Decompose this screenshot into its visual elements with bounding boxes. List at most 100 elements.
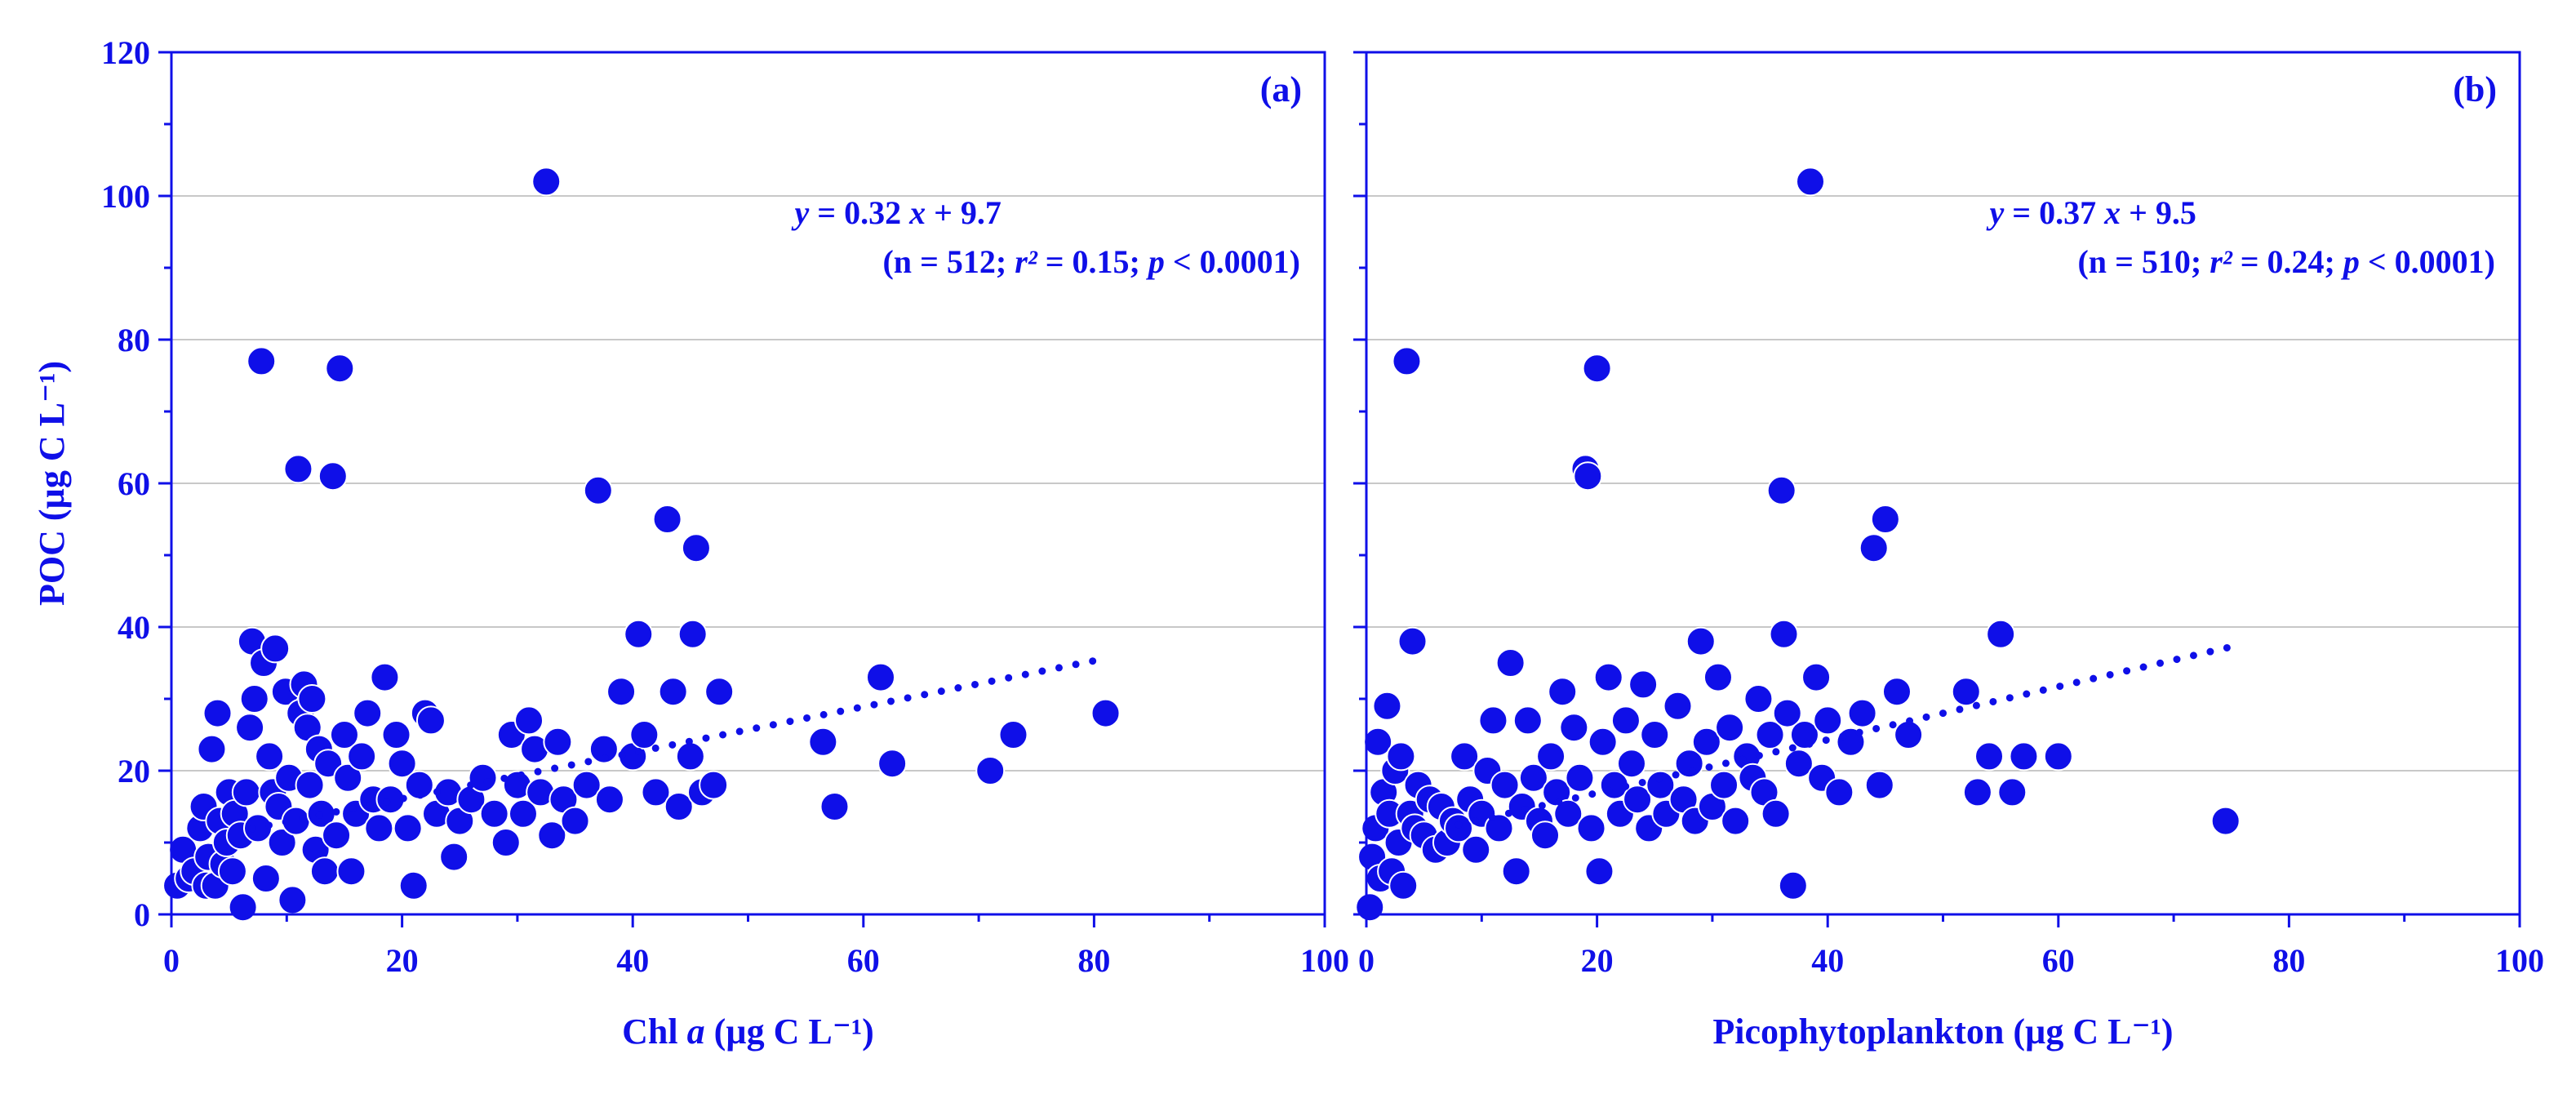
data-point — [370, 662, 400, 692]
data-point — [1894, 720, 1924, 749]
data-point — [1769, 619, 1799, 649]
data-point — [865, 662, 895, 692]
data-point — [329, 720, 359, 749]
data-point — [1743, 684, 1774, 714]
data-point — [1663, 691, 1693, 721]
data-point — [309, 856, 340, 887]
data-point — [336, 856, 366, 887]
y-tick-label: 80 — [118, 322, 150, 358]
x-tick-label: 80 — [1077, 942, 1110, 979]
regression-equation: y = 0.37 x + 9.5 — [1987, 194, 2196, 231]
data-point — [571, 770, 602, 800]
data-point — [1372, 691, 1402, 721]
panel-a: 0 20 40 60 80 100 120 0 20 40 60 80 100 Chl a (µg C L… — [32, 34, 1349, 1052]
data-point — [1397, 626, 1428, 656]
data-point — [235, 713, 265, 743]
data-point — [1495, 648, 1526, 678]
data-point — [1490, 770, 1520, 800]
data-point — [1363, 727, 1393, 757]
data-point — [228, 892, 258, 923]
data-point — [1392, 346, 1422, 376]
data-point — [1997, 777, 2027, 807]
y-tick-label: 20 — [118, 753, 150, 789]
data-point — [1772, 698, 1802, 728]
data-point — [1450, 741, 1480, 772]
data-point — [2043, 741, 2073, 772]
data-point — [704, 677, 735, 707]
data-point — [675, 741, 705, 772]
data-point — [393, 813, 423, 843]
data-point — [1881, 677, 1912, 707]
y-tick-label: 60 — [118, 465, 150, 502]
data-point — [1553, 798, 1583, 829]
data-point — [295, 770, 325, 800]
data-point — [1801, 662, 1832, 692]
data-point — [1536, 741, 1566, 772]
data-point — [1484, 813, 1514, 843]
data-point — [415, 705, 446, 736]
data-point — [1962, 777, 1992, 807]
data-point — [1761, 798, 1791, 829]
data-point — [1559, 713, 1589, 743]
data-point — [2210, 806, 2241, 836]
data-point — [1548, 677, 1578, 707]
data-point — [681, 533, 711, 563]
data-point — [1573, 461, 1603, 491]
data-point — [1691, 727, 1721, 757]
y-axis-label: POC (µg C L⁻¹) — [32, 361, 72, 606]
data-point — [325, 354, 355, 384]
data-point — [283, 454, 313, 484]
data-point — [1640, 720, 1670, 749]
data-point — [197, 734, 227, 764]
y-tick-label: 40 — [118, 609, 150, 646]
regression-equation: y = 0.32 x + 9.7 — [792, 194, 1002, 231]
data-point — [624, 619, 654, 649]
data-point — [439, 842, 469, 872]
data-point — [531, 167, 562, 197]
data-point — [398, 870, 429, 901]
x-tick-label: 60 — [2042, 942, 2075, 979]
data-point — [278, 885, 308, 915]
data-point — [677, 619, 708, 649]
data-point — [1512, 705, 1543, 736]
data-point — [267, 828, 297, 857]
regression-stats: (n = 510; r² = 0.24; p < 0.0001) — [2077, 243, 2495, 280]
data-point — [606, 677, 637, 707]
data-point — [239, 684, 269, 714]
data-point — [1715, 713, 1745, 743]
x-axis-label: Chl a (µg C L⁻¹) — [622, 1012, 874, 1052]
data-point — [543, 727, 573, 757]
data-point — [1859, 533, 1889, 563]
data-point — [246, 346, 277, 376]
data-point — [641, 777, 671, 807]
data-point — [699, 770, 729, 800]
data-point — [231, 777, 261, 807]
x-axis-label: Picophytoplankton (µg C L⁻¹) — [1712, 1012, 2173, 1052]
x-tick-label: 40 — [1811, 942, 1844, 979]
data-point — [1824, 777, 1854, 807]
data-point — [2009, 741, 2039, 772]
x-tick-label: 0 — [163, 942, 180, 979]
data-point — [1565, 763, 1595, 793]
data-point — [255, 741, 285, 772]
data-point — [260, 634, 291, 664]
data-point — [1986, 619, 2016, 649]
data-point — [217, 856, 247, 887]
data-point — [588, 734, 619, 764]
data-point — [1864, 770, 1894, 800]
data-point — [333, 763, 363, 793]
x-tick-label: 40 — [616, 942, 649, 979]
data-point — [1623, 785, 1653, 815]
data-point — [652, 505, 682, 534]
data-point — [1974, 741, 2005, 772]
data-point — [491, 828, 521, 857]
data-point — [1584, 856, 1614, 887]
data-point — [1703, 662, 1733, 692]
x-tick-label: 20 — [386, 942, 419, 979]
data-point — [242, 813, 273, 843]
data-point — [1386, 741, 1416, 772]
panel-label: (a) — [1260, 69, 1302, 109]
data-point — [514, 705, 544, 736]
x-tick-label: 80 — [2272, 942, 2305, 979]
